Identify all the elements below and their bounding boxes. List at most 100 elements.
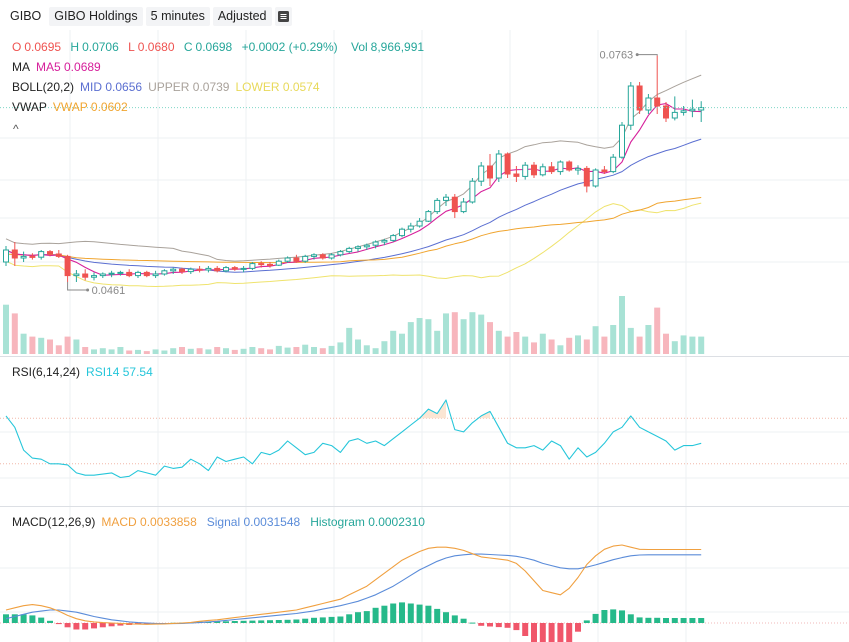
candle-body <box>416 220 423 227</box>
boll-legend[interactable]: BOLL(20,2) MID 0.0656 UPPER 0.0739 LOWER 0.… <box>12 80 326 94</box>
macd-histogram-bar <box>610 609 617 623</box>
candle <box>196 266 203 273</box>
symbol-label[interactable]: GIBO <box>10 9 42 23</box>
candle-body <box>619 124 625 158</box>
candle <box>179 267 185 274</box>
rsi-line <box>5 399 702 479</box>
candle <box>539 163 546 177</box>
volume-bar <box>240 348 247 354</box>
volume-bar <box>425 319 432 354</box>
volume-bar <box>302 344 309 354</box>
macd-histogram-bar <box>390 603 397 623</box>
candle <box>557 160 564 175</box>
macd-legend[interactable]: MACD(12,26,9) MACD 0.0033858 Signal 0.0031… <box>12 515 431 529</box>
volume-bar <box>645 325 652 354</box>
macd-histogram-bar <box>539 623 546 642</box>
volume-bar <box>680 335 687 354</box>
candle <box>583 166 590 193</box>
rsi-legend[interactable]: RSI(6,14,24) RSI14 57.54 <box>12 365 159 379</box>
macd-histogram-bar <box>680 618 687 623</box>
candle-body <box>372 241 379 246</box>
candle <box>258 261 265 268</box>
candle-body <box>363 244 370 248</box>
macd-histogram-bar <box>91 623 97 629</box>
company-name-button[interactable]: GIBO Holdings <box>49 7 143 26</box>
volume-bar <box>196 348 203 354</box>
candle <box>3 246 9 266</box>
macd-histogram-bar <box>73 623 80 630</box>
candle <box>319 253 326 260</box>
candle <box>275 259 282 266</box>
candle <box>47 250 53 257</box>
ma-legend[interactable]: MA MA5 0.0689 <box>12 60 107 74</box>
candle <box>29 253 36 260</box>
candle-body <box>170 268 177 272</box>
candle-body <box>654 97 661 107</box>
interval-button[interactable]: 5 minutes <box>145 7 210 26</box>
candle <box>311 253 317 260</box>
candle-body <box>117 271 124 274</box>
candle-body <box>293 257 300 262</box>
ohlc-legend: O 0.0695 H 0.0706 L 0.0680 C 0.0698 +0.0002 … <box>12 40 430 54</box>
volume-bar <box>381 341 388 354</box>
candle <box>249 262 256 270</box>
volume-bar <box>478 314 485 354</box>
candle <box>443 194 449 206</box>
macd-histogram-bar <box>293 619 300 623</box>
vwap-legend[interactable]: VWAP VWAP 0.0602 <box>12 100 134 114</box>
volume-bar <box>187 348 194 354</box>
candlesticks <box>3 55 705 282</box>
candle <box>434 198 441 214</box>
min-price-leader <box>67 282 88 291</box>
candle <box>689 99 696 118</box>
macd-histogram-bar <box>240 620 247 623</box>
candle-body <box>179 268 185 273</box>
close-value: 0.0698 <box>195 40 233 54</box>
min-price-annotation: 0.0461 <box>92 285 126 297</box>
candle <box>636 82 643 114</box>
candle-body <box>407 225 414 230</box>
macd-histogram-bar <box>47 620 53 623</box>
candle <box>205 266 212 273</box>
volume-bar <box>416 318 423 354</box>
settings-menu-button[interactable] <box>274 7 292 26</box>
macd-histogram-bar <box>531 623 537 642</box>
candle <box>143 270 150 278</box>
candle <box>372 240 379 249</box>
collapse-legend-toggle[interactable]: ^ <box>13 122 19 136</box>
volume-bar <box>143 351 150 354</box>
candle <box>548 162 555 174</box>
macd-histogram-bar <box>548 623 555 642</box>
candle <box>425 210 432 222</box>
volume-bar <box>135 349 141 354</box>
volume-bar <box>548 339 555 354</box>
candle <box>531 162 537 178</box>
candle <box>20 251 27 262</box>
volume-bar <box>610 325 617 354</box>
candle-body <box>443 196 449 201</box>
rsi-label: RSI(6,14,24) <box>12 365 81 379</box>
volume-bar <box>91 349 97 354</box>
close-label: C <box>183 40 193 54</box>
candle-body <box>55 253 62 257</box>
volume-bar <box>73 339 80 354</box>
macd-histogram <box>3 602 705 642</box>
volume-bar <box>117 347 124 354</box>
macd-histogram-bar <box>460 618 467 623</box>
candle-body <box>469 180 476 203</box>
macd-histogram-bar <box>223 621 229 623</box>
volume-bar <box>689 336 696 354</box>
adjust-button[interactable]: Adjusted <box>212 7 272 26</box>
volume-bar <box>390 330 397 354</box>
candle-body <box>337 251 344 256</box>
volume-bar <box>698 336 705 354</box>
candle <box>346 246 353 254</box>
candle <box>284 256 291 263</box>
candle <box>663 102 669 122</box>
volume-bar <box>592 326 599 354</box>
candle-body <box>627 85 634 126</box>
macd-histogram-bar <box>143 623 150 625</box>
macd-signal-line <box>5 553 702 625</box>
candle-body <box>680 110 687 113</box>
